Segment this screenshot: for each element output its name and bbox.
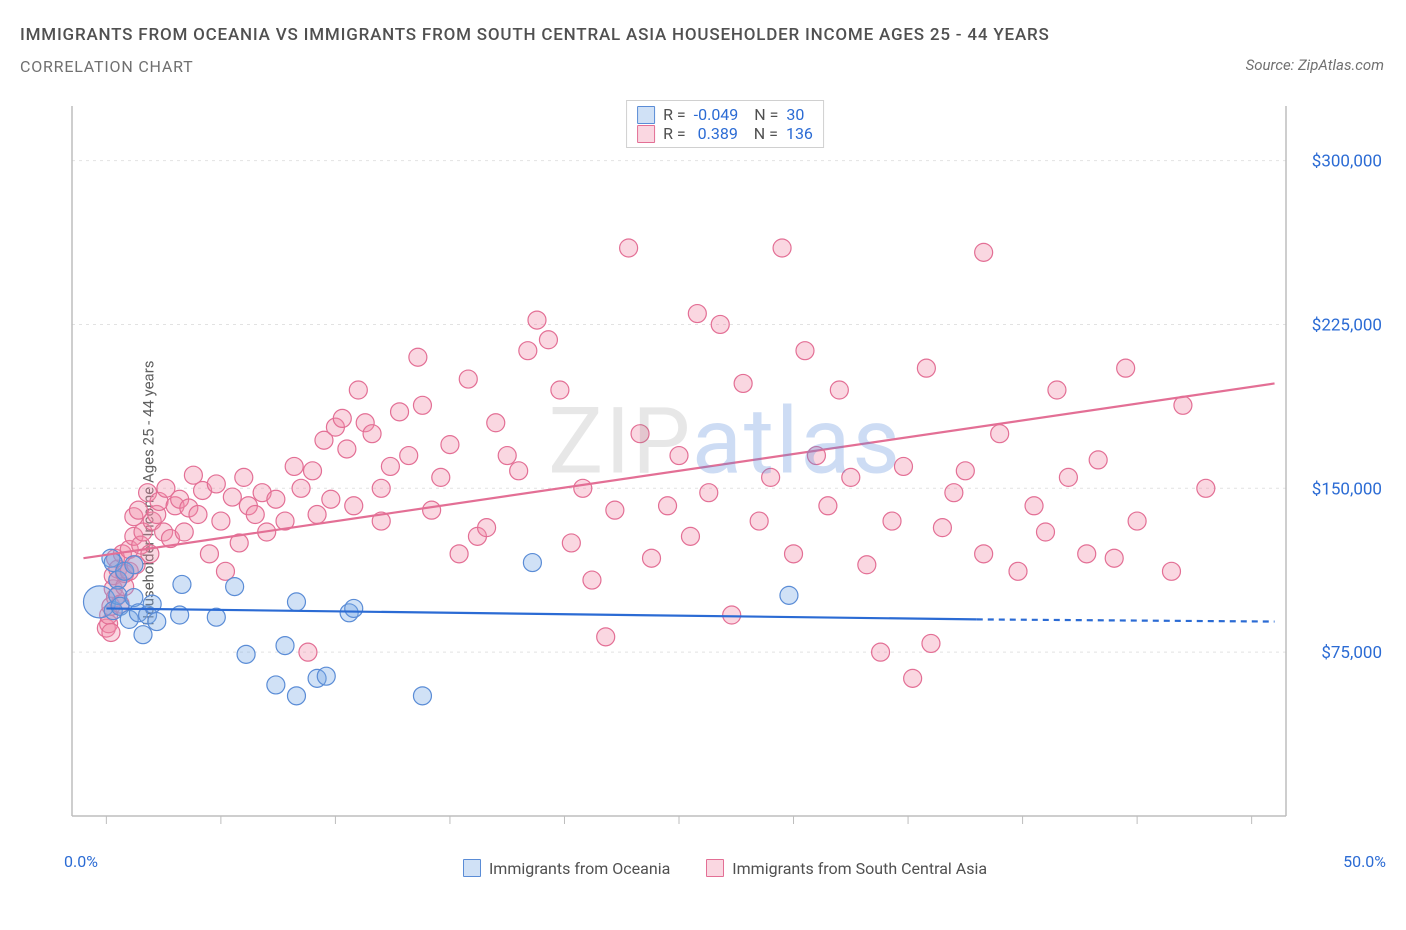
svg-text:$150,000: $150,000 [1312, 479, 1382, 499]
legend-n-label: N = [746, 105, 778, 124]
svg-text:$75,000: $75,000 [1321, 643, 1382, 663]
legend-n-value-sca: 136 [786, 124, 813, 143]
bottom-legend: Immigrants from Oceania Immigrants from … [64, 850, 1386, 886]
legend-row-sca: R = 0.389 N = 136 [637, 124, 813, 143]
bottom-swatch-sca [706, 859, 724, 877]
swatch-oceania [637, 106, 655, 124]
plot-svg: $75,000 $150,000 $225,000 $300,000 [64, 98, 1386, 846]
legend-r-value-oceania: -0.049 [694, 105, 739, 124]
page-subtitle: CORRELATION CHART [20, 57, 1386, 76]
legend-r-value-sca: 0.389 [694, 124, 738, 143]
legend-row-oceania: R = -0.049 N = 30 [637, 105, 813, 124]
chart-container: Householder Income Ages 25 - 44 years $7… [20, 98, 1386, 888]
svg-text:$300,000: $300,000 [1312, 152, 1382, 172]
swatch-sca [637, 125, 655, 143]
bottom-legend-item-sca: Immigrants from South Central Asia [706, 859, 987, 878]
legend-r-label: R = [663, 124, 686, 143]
svg-text:$225,000: $225,000 [1312, 315, 1382, 335]
bottom-legend-label-sca: Immigrants from South Central Asia [732, 859, 987, 878]
bottom-swatch-oceania [463, 859, 481, 877]
legend-n-label: N = [746, 124, 778, 143]
scatter-plot: $75,000$150,000$225,000$300,000 ZIPatlas… [64, 98, 1386, 846]
page-title: IMMIGRANTS FROM OCEANIA VS IMMIGRANTS FR… [20, 22, 1386, 49]
bottom-legend-label-oceania: Immigrants from Oceania [489, 859, 670, 878]
legend-n-value-oceania: 30 [786, 105, 804, 124]
correlation-legend: R = -0.049 N = 30 R = 0.389 N = 136 [626, 100, 824, 148]
legend-r-label: R = [663, 105, 686, 124]
source-credit: Source: ZipAtlas.com [1246, 56, 1384, 74]
bottom-legend-item-oceania: Immigrants from Oceania [463, 859, 670, 878]
